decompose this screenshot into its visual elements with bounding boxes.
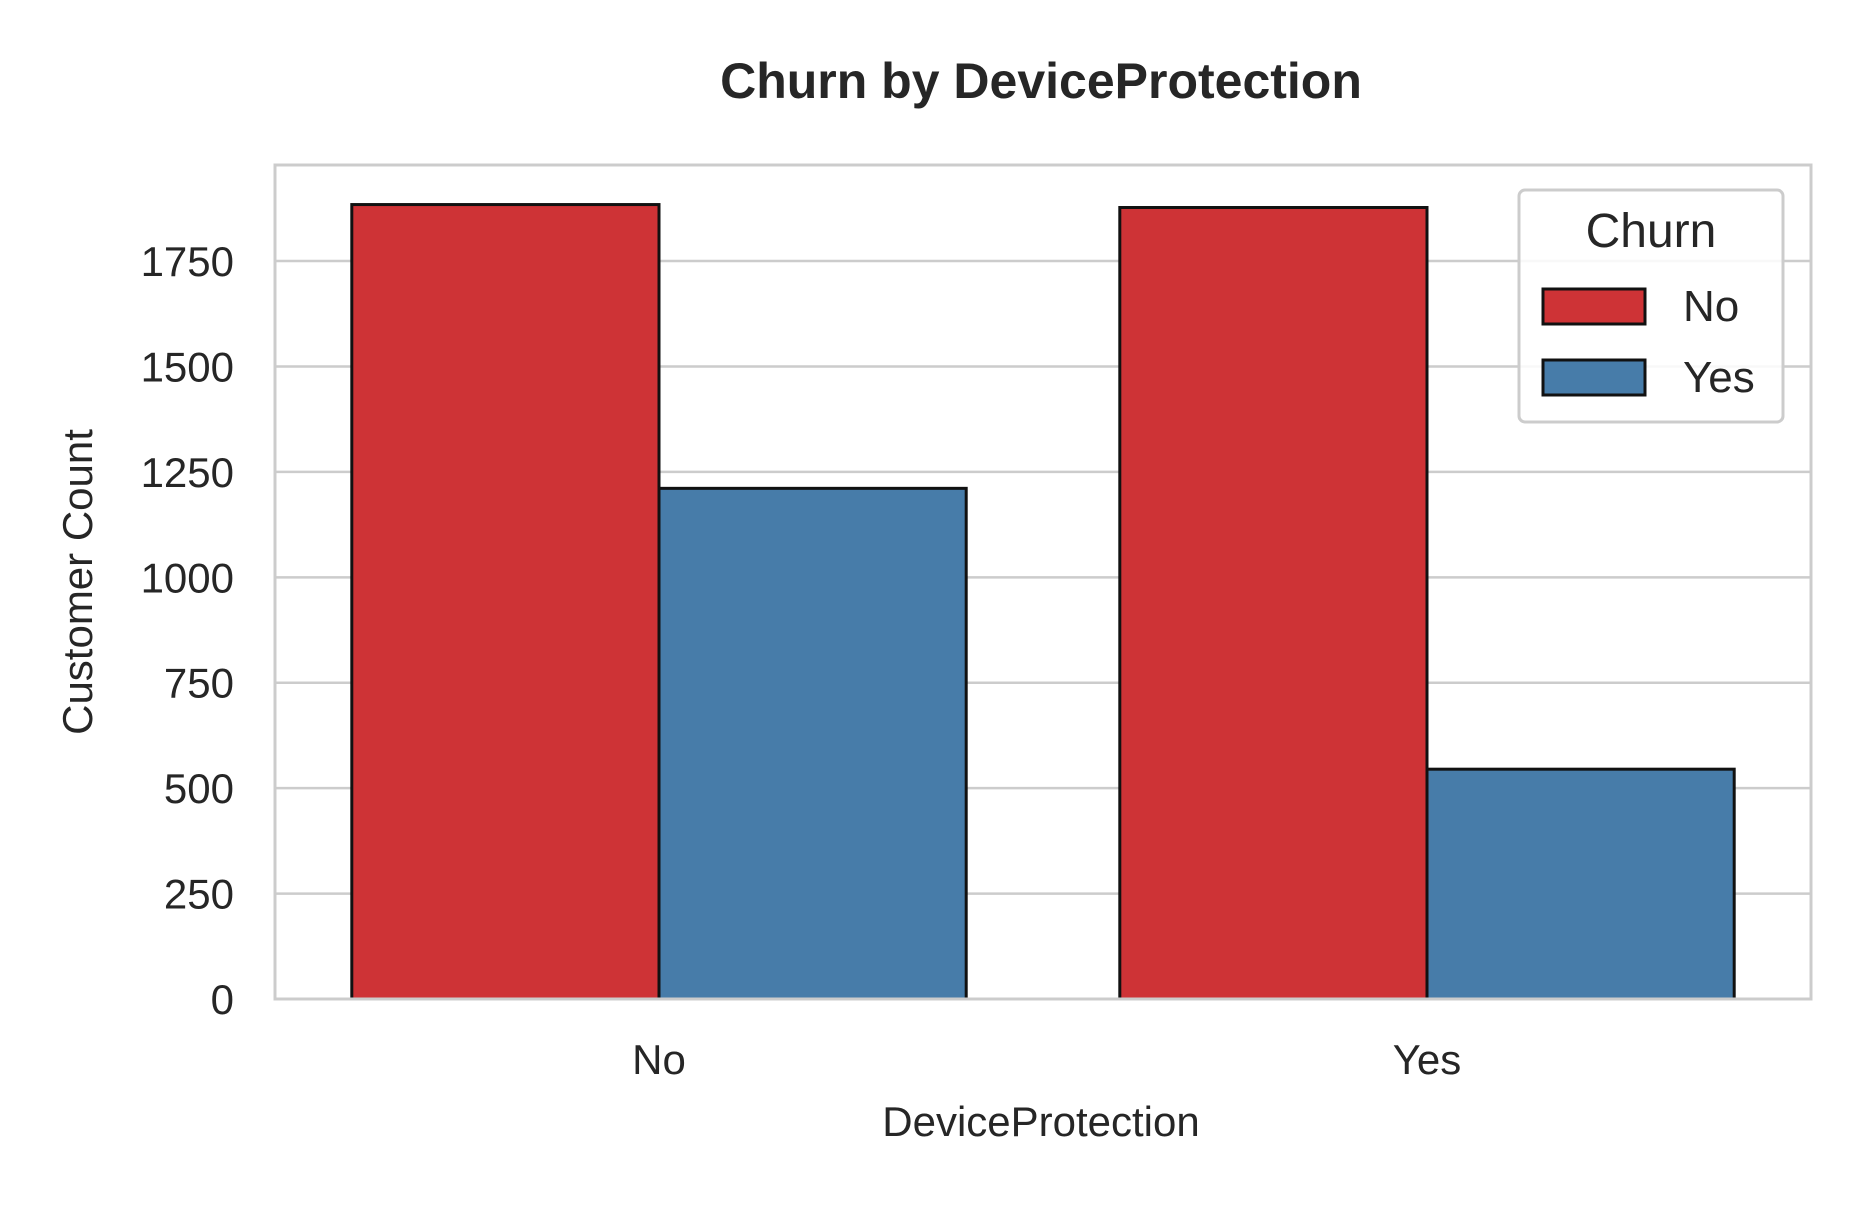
bar-no-yes bbox=[657, 486, 968, 1001]
bar-yes-yes bbox=[1425, 767, 1736, 1001]
y-tick-label: 250 bbox=[164, 871, 234, 918]
bar-yes-no bbox=[1118, 206, 1429, 1001]
y-tick-label: 1500 bbox=[141, 343, 234, 390]
y-tick-label: 1750 bbox=[141, 238, 234, 285]
legend-label-no: No bbox=[1683, 282, 1739, 331]
legend: Churn No Yes bbox=[1517, 188, 1785, 424]
x-axis-label: DeviceProtection bbox=[882, 1098, 1199, 1145]
y-tick-label: 1000 bbox=[141, 554, 234, 601]
legend-swatch-yes bbox=[1541, 358, 1647, 397]
y-tick-label: 750 bbox=[164, 660, 234, 707]
x-tick-label: Yes bbox=[1393, 1036, 1462, 1083]
legend-swatch-no bbox=[1541, 287, 1647, 326]
x-axis-ticks: No Yes bbox=[632, 1036, 1461, 1083]
y-axis-label: Customer Count bbox=[54, 429, 101, 735]
legend-label-yes: Yes bbox=[1683, 353, 1755, 402]
y-tick-label: 0 bbox=[211, 976, 234, 1023]
chart-title: Churn by DeviceProtection bbox=[720, 53, 1362, 109]
plot-frame bbox=[273, 163, 1813, 1001]
bar-no-no bbox=[350, 203, 661, 1001]
y-tick-label: 500 bbox=[164, 765, 234, 812]
y-axis-ticks: 0 250 500 750 1000 1250 1500 1750 bbox=[141, 238, 234, 1023]
legend-items: No Yes bbox=[1541, 282, 1755, 402]
x-tick-label: No bbox=[632, 1036, 686, 1083]
legend-title: Churn bbox=[1586, 205, 1717, 258]
y-tick-label: 1250 bbox=[141, 449, 234, 496]
bars bbox=[350, 203, 1736, 1001]
